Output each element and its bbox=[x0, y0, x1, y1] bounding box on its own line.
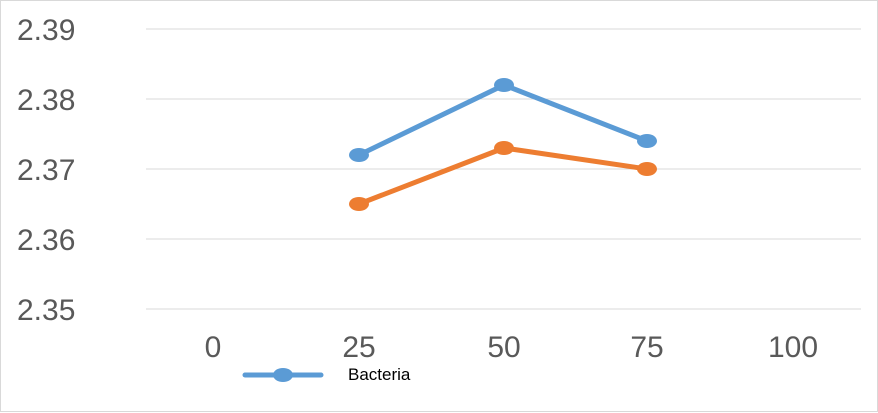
y-tick-label: 2.35 bbox=[17, 294, 75, 327]
x-tick-label: 50 bbox=[487, 331, 520, 364]
y-tick-label: 2.37 bbox=[17, 154, 75, 187]
y-tick-label: 2.36 bbox=[17, 224, 75, 257]
y-axis-ticks: 2.39 2.38 2.37 2.36 2.35 bbox=[17, 14, 75, 327]
series-point bbox=[349, 148, 369, 162]
legend-marker bbox=[273, 368, 293, 382]
y-tick-label: 2.39 bbox=[17, 14, 75, 47]
x-tick-label: 100 bbox=[768, 331, 818, 364]
x-tick-label: 0 bbox=[205, 331, 222, 364]
y-tick-label: 2.38 bbox=[17, 84, 75, 117]
series-line bbox=[356, 145, 650, 207]
x-tick-label: 75 bbox=[630, 331, 663, 364]
series-point bbox=[637, 162, 657, 176]
series-point bbox=[349, 197, 369, 211]
series-point bbox=[494, 141, 514, 155]
grid-lines bbox=[146, 28, 861, 310]
chart-legend: Bacteria bbox=[242, 365, 411, 384]
series-point bbox=[494, 78, 514, 92]
chart-series bbox=[349, 78, 657, 211]
x-axis-ticks: 0 25 50 75 100 bbox=[205, 331, 818, 364]
series-point bbox=[637, 134, 657, 148]
x-tick-label: 25 bbox=[342, 331, 375, 364]
legend-label: Bacteria bbox=[348, 365, 411, 384]
